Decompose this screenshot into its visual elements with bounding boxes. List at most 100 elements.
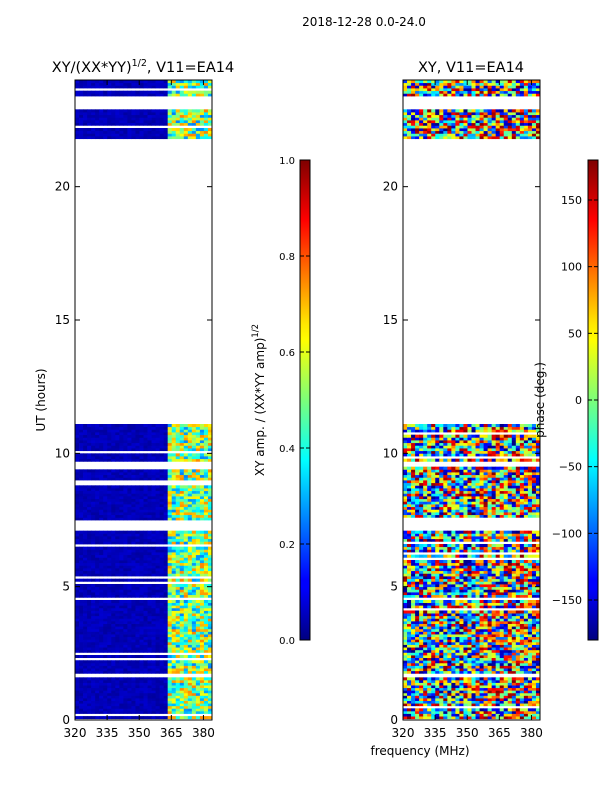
heatmap-cell	[83, 557, 87, 560]
heatmap-cell	[431, 671, 435, 674]
heatmap-cell	[200, 642, 204, 645]
heatmap-cell	[180, 517, 184, 520]
heatmap-cell	[111, 688, 115, 691]
heatmap-cell	[172, 711, 176, 714]
heatmap-cell	[188, 432, 192, 435]
heatmap-cell	[188, 706, 192, 709]
heatmap-cell	[127, 603, 131, 606]
heatmap-cell	[172, 701, 176, 704]
heatmap-cell	[160, 605, 164, 608]
heatmap-cell	[99, 485, 103, 488]
heatmap-cell	[75, 536, 79, 539]
heatmap-cell	[423, 652, 427, 655]
heatmap-cell	[164, 663, 168, 666]
heatmap-cell	[79, 711, 83, 714]
heatmap-cell	[508, 639, 512, 642]
heatmap-cell	[107, 429, 111, 432]
heatmap-cell	[79, 631, 83, 634]
heatmap-cell	[164, 437, 168, 440]
heatmap-cell	[139, 637, 143, 640]
heatmap-cell	[447, 688, 451, 691]
heatmap-cell	[528, 680, 532, 683]
heatmap-cell	[451, 624, 455, 627]
heatmap-cell	[127, 642, 131, 645]
heatmap-cell	[95, 711, 99, 714]
heatmap-cell	[204, 579, 208, 582]
heatmap-cell	[188, 683, 192, 686]
heatmap-cell	[107, 448, 111, 451]
heatmap-cell	[492, 645, 496, 648]
heatmap-cell	[83, 660, 87, 663]
heatmap-cell	[472, 683, 476, 686]
heatmap-cell	[435, 645, 439, 648]
heatmap-cell	[111, 645, 115, 648]
heatmap-cell	[107, 485, 111, 488]
heatmap-cell	[144, 610, 148, 613]
heatmap-cell	[107, 595, 111, 598]
heatmap-cell	[160, 117, 164, 120]
heatmap-cell	[423, 708, 427, 711]
heatmap-cell	[95, 515, 99, 518]
heatmap-cell	[115, 592, 119, 595]
heatmap-cell	[480, 660, 484, 663]
heatmap-cell	[480, 688, 484, 691]
heatmap-cell	[496, 703, 500, 706]
heatmap-cell	[75, 589, 79, 592]
heatmap-cell	[200, 424, 204, 427]
heatmap-cell	[160, 432, 164, 435]
heatmap-cell	[419, 683, 423, 686]
heatmap-cell	[156, 459, 160, 462]
heatmap-cell	[103, 133, 107, 136]
heatmap-cell	[488, 637, 492, 640]
heatmap-cell	[188, 424, 192, 427]
heatmap-cell	[148, 427, 152, 430]
heatmap-cell	[192, 600, 196, 603]
heatmap-cell	[484, 626, 488, 629]
heatmap-cell	[160, 112, 164, 115]
heatmap-cell	[99, 491, 103, 494]
heatmap-cell	[463, 711, 467, 714]
heatmap-cell	[184, 491, 188, 494]
heatmap-cell	[75, 488, 79, 491]
heatmap-cell	[152, 555, 156, 558]
heatmap-cell	[508, 652, 512, 655]
heatmap-cell	[144, 488, 148, 491]
heatmap-cell	[119, 624, 123, 627]
heatmap-cell	[111, 608, 115, 611]
heatmap-cell	[139, 499, 143, 502]
heatmap-cell	[484, 665, 488, 668]
heatmap-cell	[156, 496, 160, 499]
heatmap-cell	[160, 547, 164, 550]
heatmap-cell	[131, 120, 135, 123]
heatmap-cell	[472, 642, 476, 645]
heatmap-cell	[192, 680, 196, 683]
heatmap-cell	[192, 456, 196, 459]
heatmap-cell	[111, 448, 115, 451]
heatmap-cell	[156, 83, 160, 86]
heatmap-cell	[135, 629, 139, 632]
heatmap-cell	[111, 459, 115, 462]
heatmap-cell	[123, 573, 127, 576]
heatmap-cell	[111, 626, 115, 629]
heatmap-cell	[148, 610, 152, 613]
heatmap-cell	[115, 515, 119, 518]
heatmap-cell	[431, 711, 435, 714]
heatmap-cell	[115, 595, 119, 598]
heatmap-cell	[508, 631, 512, 634]
heatmap-cell	[172, 660, 176, 663]
heatmap-cell	[451, 650, 455, 653]
heatmap-cell	[156, 603, 160, 606]
heatmap-cell	[107, 668, 111, 671]
heatmap-cell	[164, 631, 168, 634]
heatmap-cell	[484, 677, 488, 680]
heatmap-cell	[164, 547, 168, 550]
heatmap-cell	[447, 642, 451, 645]
heatmap-cell	[95, 488, 99, 491]
heatmap-cell	[168, 563, 172, 566]
heatmap-cell	[431, 645, 435, 648]
heatmap-cell	[156, 701, 160, 704]
heatmap-cell	[83, 560, 87, 563]
heatmap-cell	[516, 618, 520, 621]
heatmap-cell	[131, 501, 135, 504]
heatmap-cell	[152, 685, 156, 688]
